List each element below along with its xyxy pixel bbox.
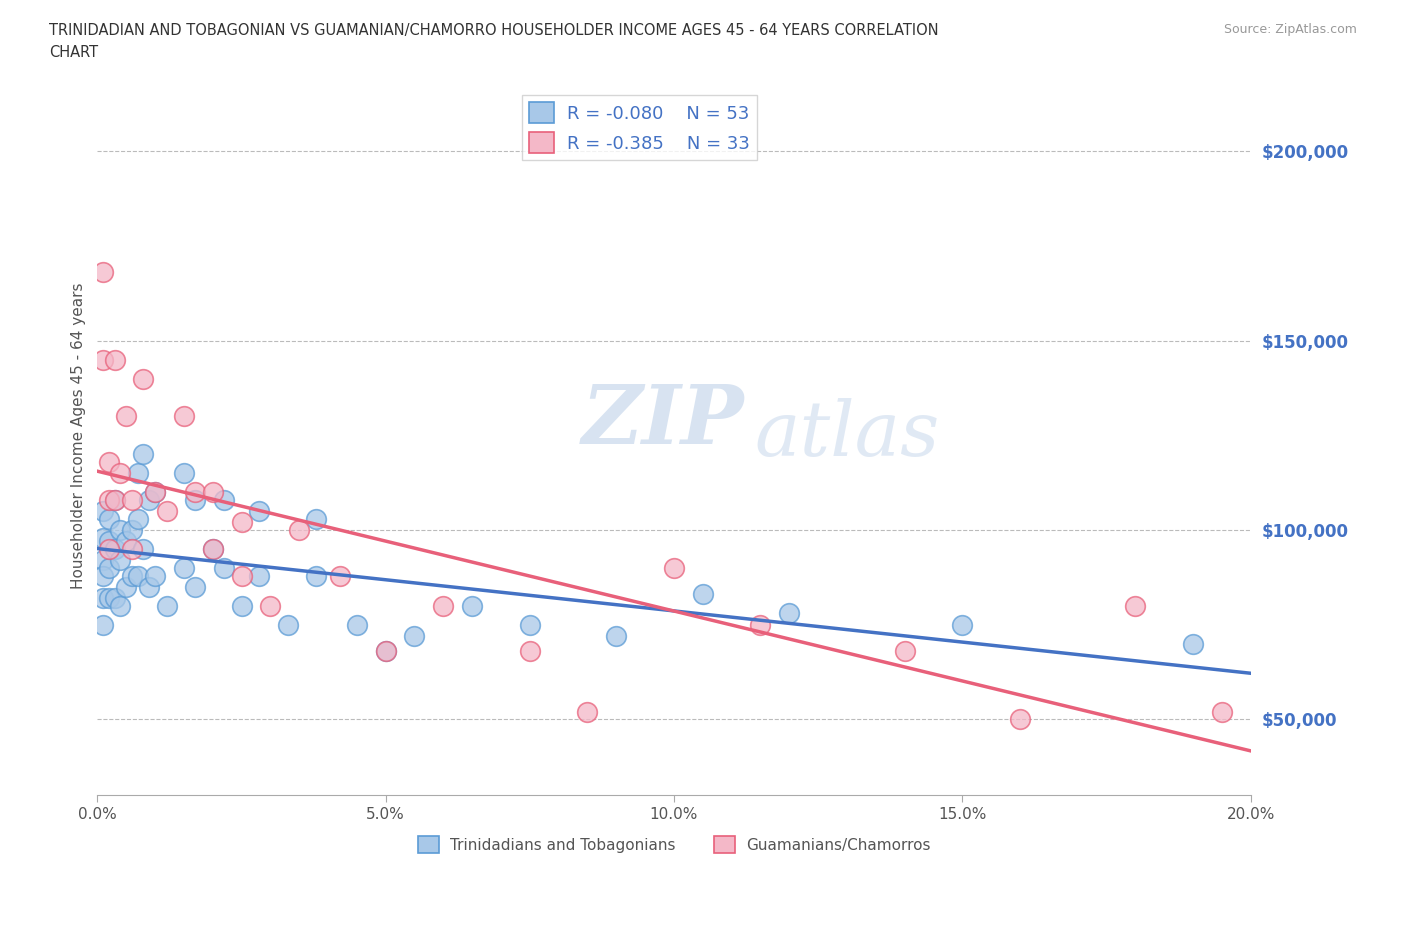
Point: [104, 541, 127, 556]
Point: [662, 561, 685, 576]
Point: [259, 598, 281, 613]
Point: [247, 504, 270, 519]
Point: [138, 579, 160, 594]
Point: [155, 504, 177, 519]
Point: [115, 534, 138, 549]
Text: ZIP: ZIP: [582, 381, 744, 461]
Point: [346, 618, 368, 632]
Point: [173, 466, 195, 481]
Point: [1181, 636, 1204, 651]
Point: [576, 704, 599, 719]
Text: Source: ZipAtlas.com: Source: ZipAtlas.com: [1223, 23, 1357, 36]
Point: [110, 598, 132, 613]
Point: [173, 409, 195, 424]
Point: [519, 618, 541, 632]
Point: [127, 568, 149, 583]
Point: [1211, 704, 1233, 719]
Point: [143, 485, 166, 499]
Point: [231, 598, 253, 613]
Text: CHART: CHART: [49, 45, 98, 60]
Point: [201, 485, 224, 499]
Point: [605, 629, 627, 644]
Point: [97, 492, 120, 507]
Point: [115, 409, 138, 424]
Point: [91, 265, 114, 280]
Point: [121, 492, 143, 507]
Point: [132, 371, 155, 386]
Point: [155, 598, 177, 613]
Point: [110, 553, 132, 568]
Point: [184, 485, 207, 499]
Point: [121, 541, 143, 556]
Point: [374, 644, 396, 658]
Point: [97, 534, 120, 549]
Point: [328, 568, 350, 583]
Point: [121, 568, 143, 583]
Point: [91, 504, 114, 519]
Point: [1008, 712, 1031, 727]
Point: [97, 591, 120, 605]
Point: [305, 568, 328, 583]
Point: [778, 606, 800, 621]
Point: [749, 618, 772, 632]
Text: atlas: atlas: [755, 398, 941, 472]
Point: [305, 512, 328, 526]
Point: [231, 568, 253, 583]
Point: [97, 561, 120, 576]
Point: [950, 618, 973, 632]
Point: [97, 512, 120, 526]
Point: [893, 644, 915, 658]
Point: [201, 541, 224, 556]
Point: [97, 541, 120, 556]
Point: [91, 591, 114, 605]
Point: [432, 598, 454, 613]
Point: [692, 587, 714, 602]
Point: [173, 561, 195, 576]
Point: [115, 579, 138, 594]
Point: [104, 492, 127, 507]
Point: [104, 591, 127, 605]
Point: [277, 618, 299, 632]
Point: [121, 523, 143, 538]
Point: [127, 466, 149, 481]
Legend: Trinidadians and Tobagonians, Guamanians/Chamorros: Trinidadians and Tobagonians, Guamanians…: [412, 830, 936, 859]
Point: [91, 352, 114, 367]
Point: [104, 492, 127, 507]
Point: [132, 541, 155, 556]
Text: TRINIDADIAN AND TOBAGONIAN VS GUAMANIAN/CHAMORRO HOUSEHOLDER INCOME AGES 45 - 64: TRINIDADIAN AND TOBAGONIAN VS GUAMANIAN/…: [49, 23, 939, 38]
Point: [143, 568, 166, 583]
Point: [91, 618, 114, 632]
Y-axis label: Householder Income Ages 45 - 64 years: Householder Income Ages 45 - 64 years: [72, 282, 86, 589]
Point: [374, 644, 396, 658]
Point: [91, 553, 114, 568]
Point: [247, 568, 270, 583]
Point: [110, 523, 132, 538]
Point: [110, 466, 132, 481]
Point: [91, 530, 114, 545]
Point: [184, 492, 207, 507]
Point: [288, 523, 311, 538]
Point: [184, 579, 207, 594]
Point: [132, 446, 155, 461]
Point: [1123, 598, 1146, 613]
Point: [104, 352, 127, 367]
Point: [97, 455, 120, 470]
Point: [201, 541, 224, 556]
Point: [91, 568, 114, 583]
Point: [231, 515, 253, 530]
Point: [404, 629, 426, 644]
Point: [143, 485, 166, 499]
Point: [138, 492, 160, 507]
Point: [212, 561, 235, 576]
Point: [461, 598, 484, 613]
Point: [519, 644, 541, 658]
Point: [127, 512, 149, 526]
Point: [212, 492, 235, 507]
